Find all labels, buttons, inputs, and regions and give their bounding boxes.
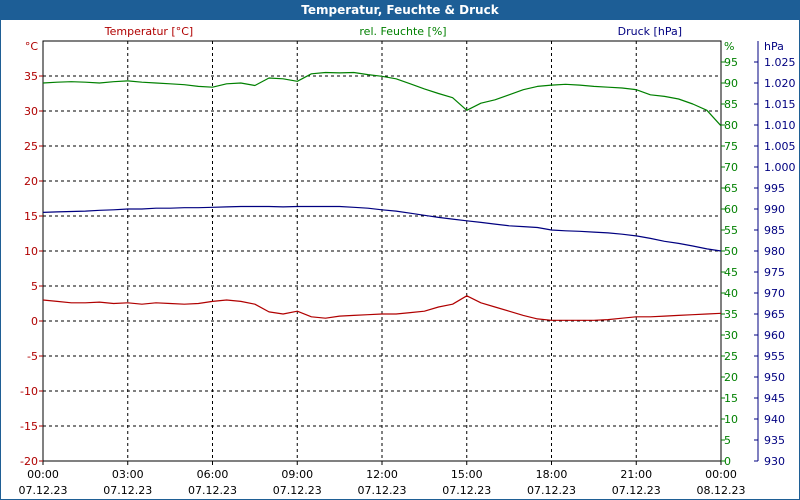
temp-tick-label: 25	[24, 140, 38, 153]
hum-tick-label: 45	[724, 266, 738, 279]
pressure-tick-label: 990	[764, 203, 785, 216]
hum-tick-label: 5	[724, 434, 731, 447]
hum-tick-label: 0	[724, 455, 731, 468]
temp-unit: °C	[25, 40, 39, 53]
series-line-pressure	[42, 205, 722, 252]
hum-tick-label: 50	[724, 245, 738, 258]
pressure-tick-label: 985	[764, 224, 785, 237]
pressure-tick-label: 1.020	[764, 77, 796, 90]
pressure-axis-title: Druck [hPa]	[618, 25, 682, 38]
pressure-tick-label: 930	[764, 455, 785, 468]
hum-tick-label: 75	[724, 140, 738, 153]
title-bar: Temperatur, Feuchte & Druck	[0, 0, 800, 20]
temp-tick-label: 20	[24, 175, 38, 188]
x-tick-date: 07.12.23	[19, 484, 68, 497]
chart-title: Temperatur, Feuchte & Druck	[301, 3, 499, 17]
hum-tick-label: 15	[724, 392, 738, 405]
hum-tick-label: 35	[724, 308, 738, 321]
hum-tick-label: 85	[724, 98, 738, 111]
hum-tick-label: 95	[724, 56, 738, 69]
grid	[43, 41, 721, 461]
x-tick-date: 07.12.23	[527, 484, 576, 497]
x-tick-time: 12:00	[366, 468, 398, 481]
x-tick-date: 07.12.23	[188, 484, 237, 497]
series-layer	[42, 71, 722, 321]
x-tick-time: 00:00	[705, 468, 737, 481]
x-tick-date: 07.12.23	[358, 484, 407, 497]
series-line-humidity	[42, 71, 722, 127]
temp-tick-label: -5	[27, 350, 38, 363]
hum-tick-label: 55	[724, 224, 738, 237]
pressure-unit: hPa	[764, 40, 784, 53]
hum-tick-label: 65	[724, 182, 738, 195]
hum-axis-title: rel. Feuchte [%]	[359, 25, 446, 38]
pressure-tick-label: 995	[764, 182, 785, 195]
x-tick-date: 07.12.23	[442, 484, 491, 497]
x-tick-time: 03:00	[112, 468, 144, 481]
pressure-tick-label: 1.010	[764, 119, 796, 132]
hum-tick-label: 20	[724, 371, 738, 384]
pressure-tick-label: 980	[764, 245, 785, 258]
x-tick-time: 15:00	[451, 468, 483, 481]
x-tick-time: 09:00	[281, 468, 313, 481]
pressure-tick-label: 960	[764, 329, 785, 342]
temp-tick-label: 15	[24, 210, 38, 223]
pressure-tick-label: 955	[764, 350, 785, 363]
x-tick-time: 18:00	[536, 468, 568, 481]
x-tick-date: 08.12.23	[697, 484, 746, 497]
hum-tick-label: 70	[724, 161, 738, 174]
pressure-tick-label: 935	[764, 434, 785, 447]
pressure-tick-label: 970	[764, 287, 785, 300]
x-tick-time: 00:00	[27, 468, 59, 481]
series-line-temperature	[42, 295, 722, 321]
temp-tick-label: 10	[24, 245, 38, 258]
axes	[39, 40, 759, 465]
pressure-tick-label: 950	[764, 371, 785, 384]
pressure-tick-label: 965	[764, 308, 785, 321]
labels-layer: 00:00 07.12.23 03:00 07.12.23 06:00 07.12.23 0…	[19, 25, 796, 497]
temp-tick-label: 30	[24, 105, 38, 118]
hum-tick-label: 40	[724, 287, 738, 300]
temp-tick-label: 0	[31, 315, 38, 328]
hum-tick-label: 10	[724, 413, 738, 426]
temp-tick-label: -15	[20, 420, 38, 433]
hum-tick-label: 60	[724, 203, 738, 216]
pressure-tick-label: 940	[764, 413, 785, 426]
pressure-tick-label: 1.005	[764, 140, 796, 153]
pressure-tick-label: 945	[764, 392, 785, 405]
x-tick-date: 07.12.23	[273, 484, 322, 497]
x-tick-time: 21:00	[620, 468, 652, 481]
hum-tick-label: 25	[724, 350, 738, 363]
x-tick-date: 07.12.23	[612, 484, 661, 497]
x-tick-date: 07.12.23	[103, 484, 152, 497]
pressure-tick-label: 1.000	[764, 161, 796, 174]
pressure-tick-label: 1.025	[764, 56, 796, 69]
hum-tick-label: 90	[724, 77, 738, 90]
pressure-tick-label: 1.015	[764, 98, 796, 111]
temp-tick-label: -10	[20, 385, 38, 398]
temp-tick-label: 35	[24, 70, 38, 83]
pressure-tick-label: 975	[764, 266, 785, 279]
temp-tick-label: -20	[20, 455, 38, 468]
hum-tick-label: 30	[724, 329, 738, 342]
temp-tick-label: 5	[31, 280, 38, 293]
temp-axis-title: Temperatur [°C]	[104, 25, 193, 38]
x-tick-time: 06:00	[197, 468, 229, 481]
hum-unit: %	[724, 40, 734, 53]
hum-tick-label: 80	[724, 119, 738, 132]
